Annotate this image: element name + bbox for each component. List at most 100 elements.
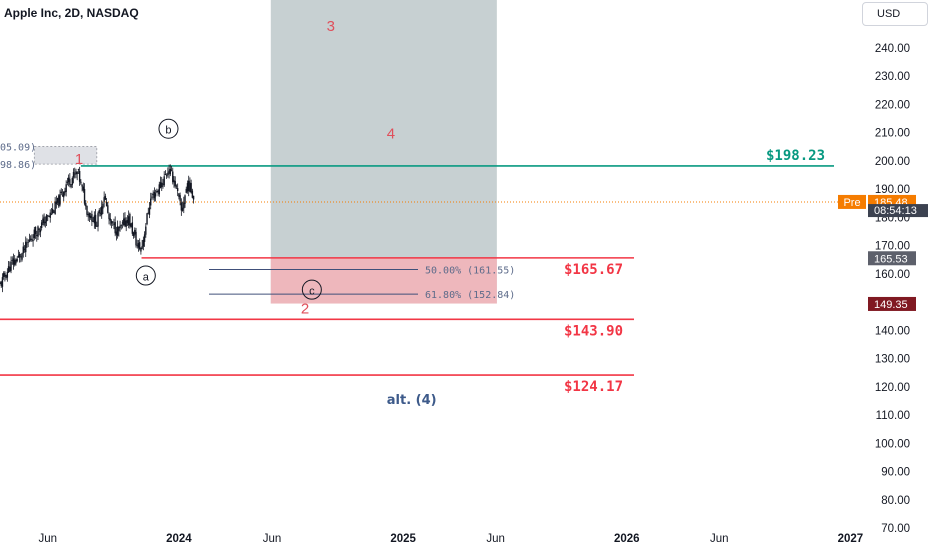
candle-body — [156, 190, 158, 193]
candle-body — [163, 176, 165, 186]
candle-body — [92, 220, 94, 222]
candle-body — [165, 175, 168, 177]
x-tick-label: 2026 — [614, 533, 640, 545]
candle-body — [186, 183, 189, 192]
candle-body — [183, 202, 185, 209]
wave-label-1: 1 — [75, 151, 83, 168]
currency-button[interactable]: USD — [862, 2, 928, 26]
candle-body — [53, 211, 55, 213]
left-fib-label: 05.09) — [0, 143, 36, 154]
candle-body — [180, 202, 183, 211]
candle-body — [28, 239, 31, 242]
candle-body — [142, 239, 145, 247]
candle-body — [137, 243, 140, 248]
candle-body — [126, 220, 129, 224]
candle-body — [110, 221, 113, 224]
candle-body — [146, 213, 148, 225]
candle-body — [26, 243, 28, 245]
candle-body — [29, 238, 32, 240]
wave-label-c: c — [309, 286, 315, 298]
candle-body — [61, 194, 64, 196]
wave-label-b: b — [165, 125, 171, 137]
candle-body — [72, 171, 75, 178]
badge-pre-tag — [838, 194, 866, 209]
candle-body — [105, 201, 108, 207]
candle-body — [6, 271, 9, 278]
candle-body — [107, 205, 109, 213]
candle-body — [162, 183, 164, 185]
candle-body — [136, 244, 138, 246]
candle-body — [123, 218, 125, 226]
candle-body — [189, 182, 191, 193]
candle-body — [101, 206, 103, 216]
candle-body — [50, 213, 53, 215]
candle-body — [33, 229, 36, 239]
candle-body — [48, 216, 50, 217]
badge-pre-text: Pre — [843, 197, 860, 209]
candle-body — [63, 191, 65, 198]
candle-body — [120, 224, 123, 226]
candle-body — [87, 214, 89, 216]
candle-body — [184, 195, 186, 204]
candle-body — [145, 226, 147, 235]
candle-body — [164, 174, 167, 175]
candle-body — [121, 222, 124, 224]
candle-body — [49, 212, 51, 218]
candle-body — [14, 259, 16, 265]
candle-body — [148, 207, 151, 215]
candle-body — [150, 198, 152, 206]
badge-timer — [868, 204, 928, 218]
candle-body — [10, 261, 12, 271]
fib-box-old — [33, 146, 98, 165]
candle-body — [124, 217, 126, 226]
candle-body — [39, 229, 42, 233]
candle-body — [36, 234, 38, 236]
level-label: $124.17 — [564, 379, 623, 395]
y-tick-label: 210.00 — [875, 128, 910, 140]
candle-body — [115, 231, 118, 235]
candle-body — [25, 241, 27, 253]
candle-body — [172, 171, 174, 183]
candle-body — [96, 225, 98, 227]
candle-body — [47, 215, 49, 217]
candle-body — [185, 188, 187, 193]
chart-title: Apple Inc, 2D, NASDAQ — [4, 6, 139, 20]
candle-body — [17, 255, 20, 258]
candle-body — [37, 226, 39, 237]
candle-body — [75, 171, 77, 175]
candle-body — [20, 256, 22, 258]
candle-body — [71, 178, 73, 185]
candle-body — [138, 242, 141, 250]
candles-layer — [0, 164, 195, 293]
badge-price-text: 149.35 — [874, 299, 908, 311]
candle-body — [152, 193, 154, 196]
candle-body — [161, 182, 163, 187]
candle-body — [191, 190, 194, 198]
wave-label-a: a — [143, 272, 150, 284]
candle-body — [102, 203, 104, 209]
candle-body — [76, 172, 78, 174]
candle-body — [55, 201, 58, 205]
price-axis[interactable]: 70.00 80.00 90.00 100.00 110.00 120.00 130.00 1… — [875, 15, 910, 535]
candle-body — [45, 215, 48, 222]
time-axis[interactable]: Jun 2024 Jun 2025 Jun 2026 Jun 2027 — [39, 533, 864, 545]
candle-body — [21, 253, 23, 260]
candle-body — [114, 221, 116, 234]
candle-body — [9, 266, 11, 272]
candle-body — [112, 221, 114, 223]
candle-body — [23, 248, 26, 250]
zones-layer — [33, 0, 497, 304]
candle-body — [187, 180, 190, 191]
candle-body — [38, 228, 40, 230]
candle-body — [118, 226, 120, 231]
candle-body — [179, 195, 181, 202]
gray-box — [270, 0, 497, 304]
candle-body — [190, 183, 192, 193]
candle-body — [108, 213, 110, 220]
y-tick-label: 220.00 — [875, 99, 910, 111]
candle-body — [74, 173, 76, 175]
level-label: $165.67 — [564, 262, 623, 278]
candle-body — [70, 184, 72, 188]
